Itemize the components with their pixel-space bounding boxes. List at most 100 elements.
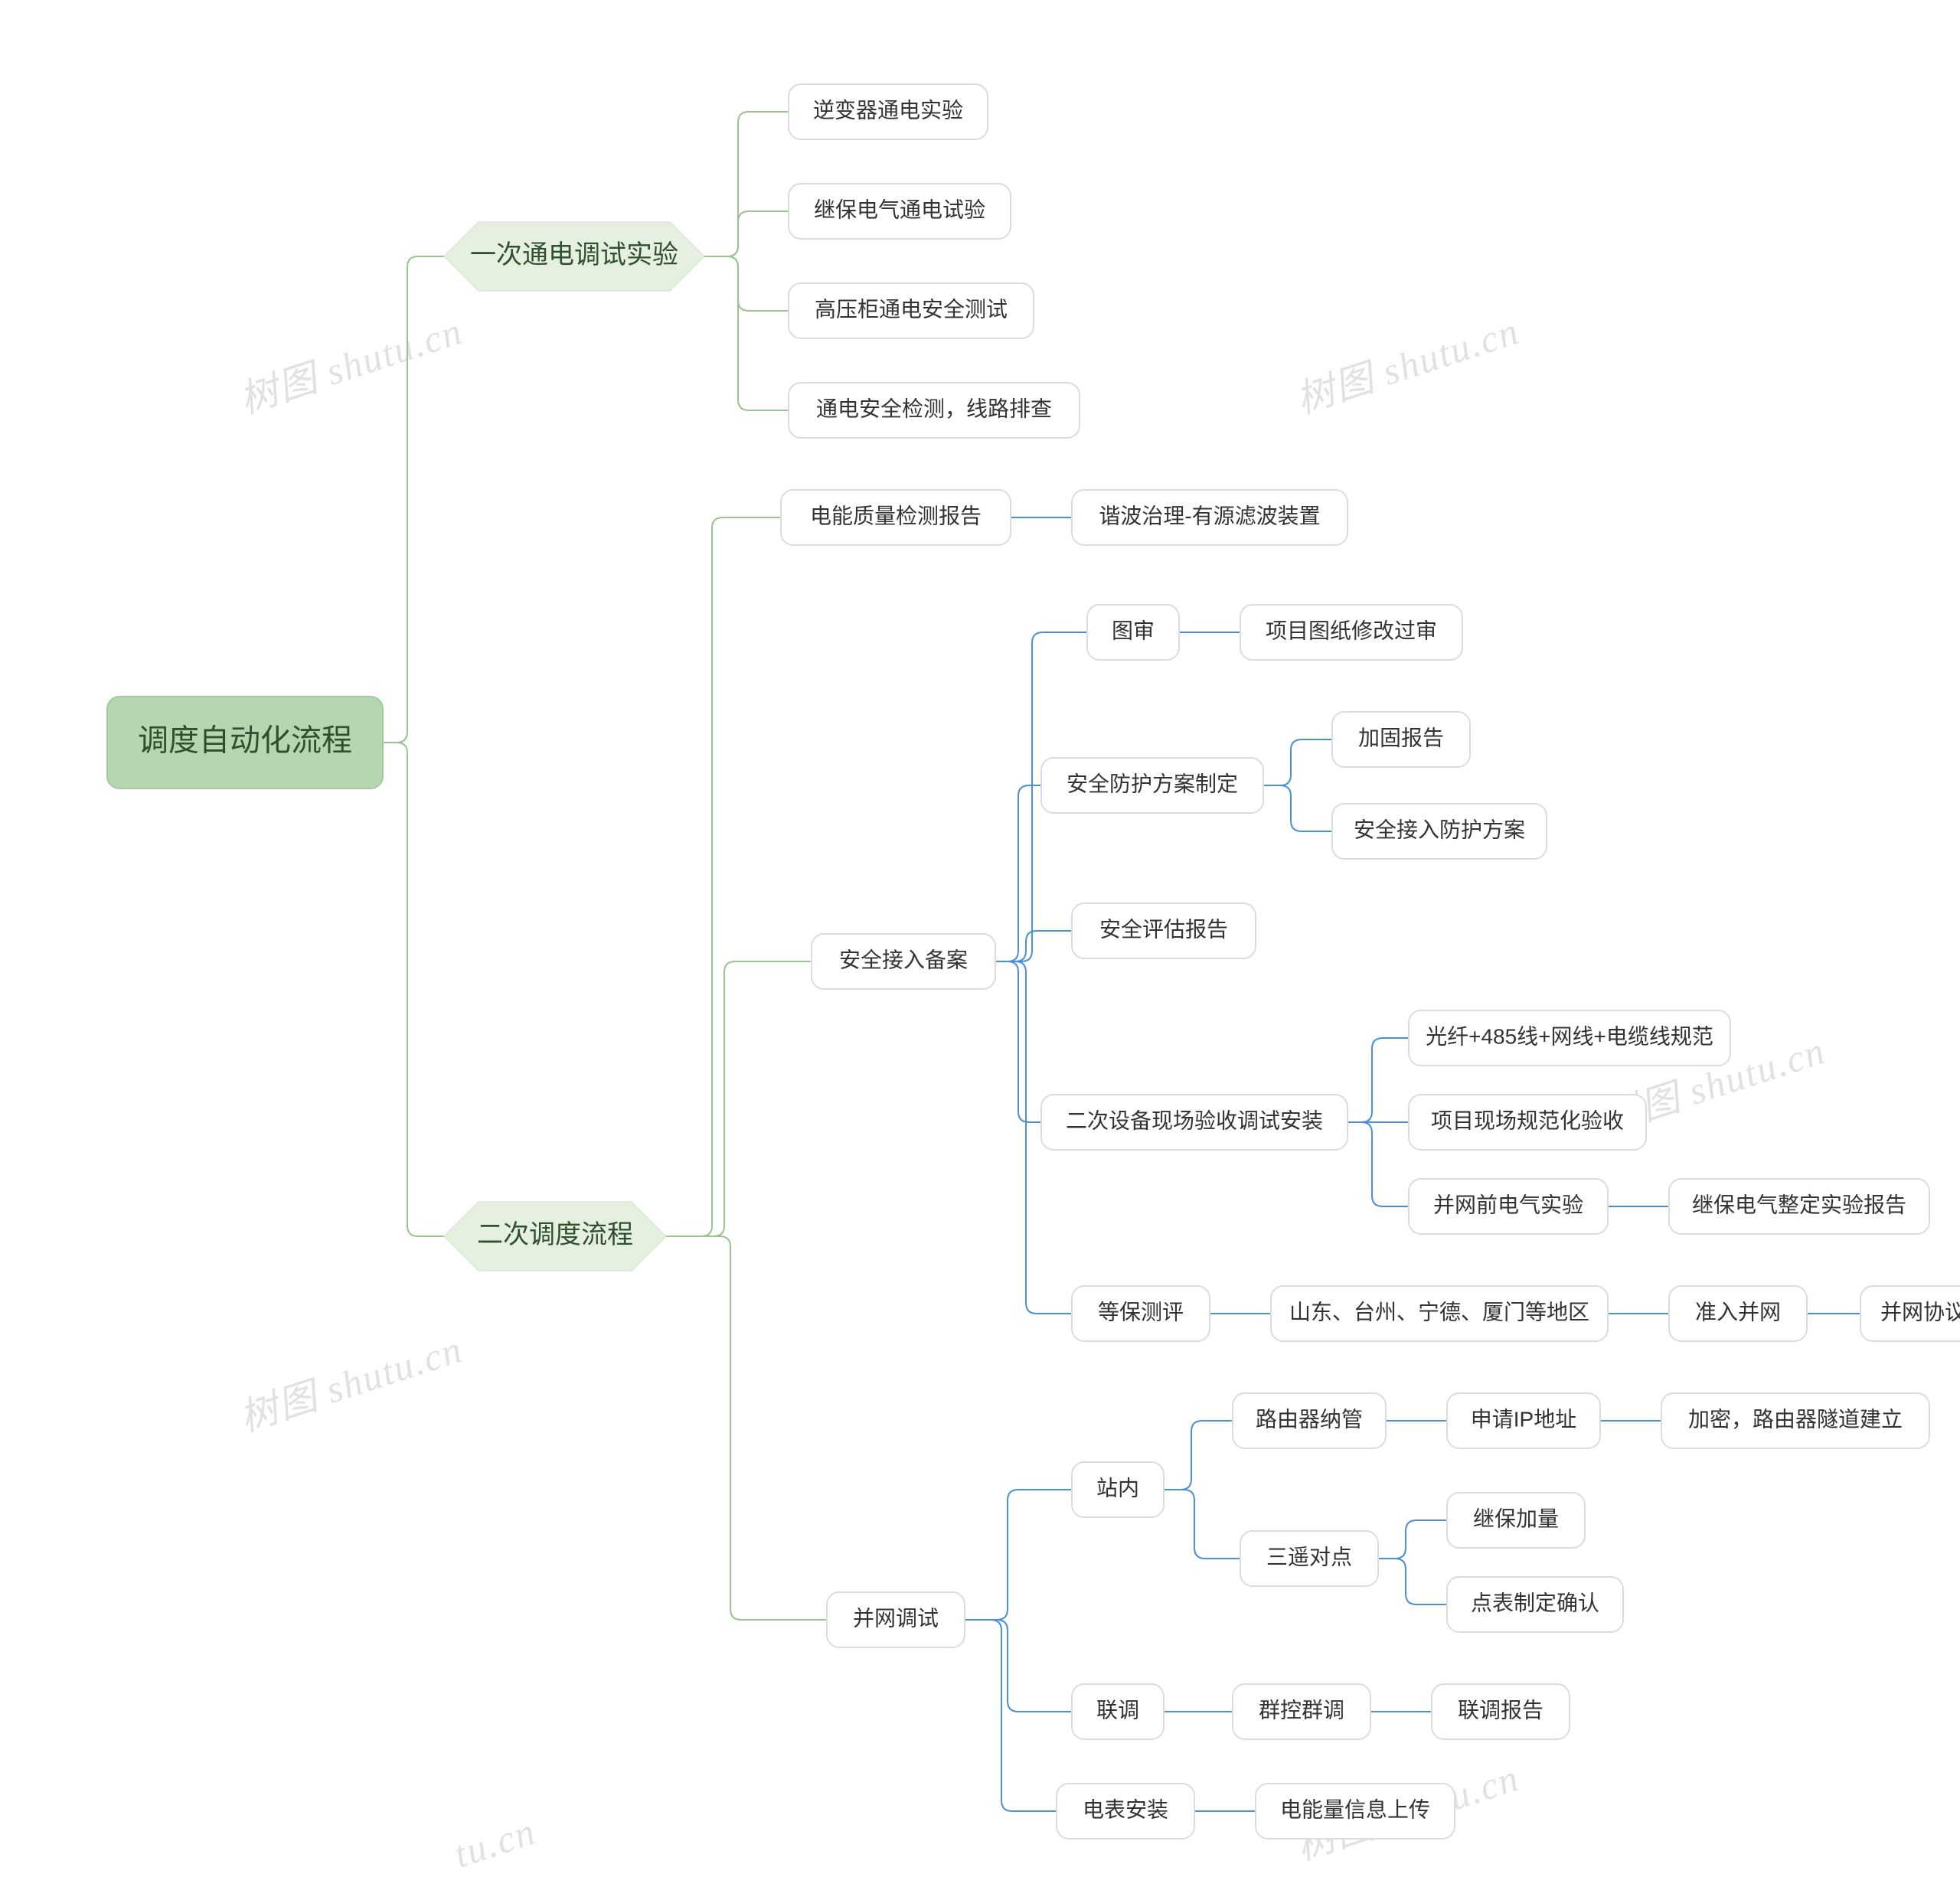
node-n2[interactable]: 二次调度流程 <box>444 1202 666 1271</box>
connector <box>1348 1122 1409 1206</box>
node-n1a[interactable]: 逆变器通电实验 <box>789 84 988 139</box>
connector <box>704 256 789 410</box>
connector <box>383 743 444 1236</box>
node-root[interactable]: 调度自动化流程 <box>107 697 383 788</box>
node-label: 安全接入防护方案 <box>1354 818 1525 841</box>
node-label: 电能质量检测报告 <box>810 504 982 527</box>
node-label: 联调报告 <box>1458 1698 1544 1722</box>
node-n2b5a[interactable]: 山东、台州、宁德、厦门等地区 <box>1271 1286 1608 1341</box>
node-label: 站内 <box>1096 1476 1139 1500</box>
node-label: 三遥对点 <box>1266 1545 1352 1569</box>
node-label: 项目现场规范化验收 <box>1431 1108 1624 1132</box>
node-label: 逆变器通电实验 <box>813 98 963 122</box>
node-n2c2a[interactable]: 群控群调 <box>1233 1684 1370 1739</box>
connector <box>1164 1421 1233 1490</box>
node-n2b2a[interactable]: 加固报告 <box>1332 712 1470 767</box>
node-n2b4c[interactable]: 并网前电气实验 <box>1409 1179 1608 1234</box>
node-n2b4b[interactable]: 项目现场规范化验收 <box>1409 1095 1646 1150</box>
node-label: 继保加量 <box>1473 1506 1559 1530</box>
connector <box>1378 1559 1447 1604</box>
node-n2b5c[interactable]: 并网协议签订 <box>1860 1286 1960 1341</box>
watermark: tu.cn <box>449 1810 541 1876</box>
node-label: 图审 <box>1112 619 1155 642</box>
connector <box>666 961 812 1236</box>
connector <box>995 961 1041 1122</box>
connector <box>965 1490 1072 1620</box>
node-label: 二次设备现场验收调试安装 <box>1066 1108 1323 1132</box>
node-label: 点表制定确认 <box>1471 1591 1599 1614</box>
connector <box>995 785 1041 961</box>
node-label: 群控群调 <box>1259 1698 1344 1722</box>
node-n2b2[interactable]: 安全防护方案制定 <box>1041 758 1263 813</box>
watermark: 树图 shutu.cn <box>234 1327 468 1440</box>
connector <box>704 211 789 256</box>
node-label: 继保电气整定实验报告 <box>1692 1193 1906 1216</box>
node-label: 准入并网 <box>1695 1300 1781 1324</box>
node-label: 申请IP地址 <box>1471 1407 1576 1431</box>
node-n2c1a[interactable]: 路由器纳管 <box>1233 1393 1386 1448</box>
node-n2c1b2[interactable]: 点表制定确认 <box>1447 1577 1623 1632</box>
connector <box>995 931 1072 961</box>
node-n2b1[interactable]: 图审 <box>1087 605 1179 660</box>
node-n2b2b[interactable]: 安全接入防护方案 <box>1332 804 1547 859</box>
node-label: 加固报告 <box>1358 726 1444 749</box>
connector <box>666 1236 827 1620</box>
node-label: 山东、台州、宁德、厦门等地区 <box>1289 1300 1589 1324</box>
connector <box>1263 739 1332 785</box>
node-n2b4a[interactable]: 光纤+485线+网线+电缆线规范 <box>1409 1010 1730 1066</box>
connector <box>704 112 789 256</box>
node-n2c1a2[interactable]: 加密，路由器隧道建立 <box>1661 1393 1929 1448</box>
node-label: 并网前电气实验 <box>1433 1193 1583 1216</box>
node-n2c1[interactable]: 站内 <box>1072 1462 1164 1517</box>
node-n1[interactable]: 一次通电调试实验 <box>444 222 704 291</box>
node-label: 调度自动化流程 <box>138 724 352 758</box>
node-n2a[interactable]: 电能质量检测报告 <box>781 490 1011 545</box>
node-label: 一次通电调试实验 <box>470 240 678 269</box>
node-n2b[interactable]: 安全接入备案 <box>812 934 995 989</box>
node-n2c1b[interactable]: 三遥对点 <box>1240 1531 1378 1586</box>
node-label: 高压柜通电安全测试 <box>815 297 1008 321</box>
connector <box>1348 1038 1409 1122</box>
node-n2b3[interactable]: 安全评估报告 <box>1072 903 1256 958</box>
node-label: 谐波治理-有源滤波装置 <box>1099 504 1320 527</box>
node-label: 安全评估报告 <box>1099 917 1228 941</box>
node-label: 并网调试 <box>853 1606 939 1630</box>
node-label: 安全防护方案制定 <box>1067 772 1238 795</box>
node-label: 通电安全检测，线路排查 <box>816 397 1052 420</box>
connector <box>1263 785 1332 831</box>
node-n2c1a1[interactable]: 申请IP地址 <box>1447 1393 1600 1448</box>
node-label: 电能量信息上传 <box>1280 1797 1430 1821</box>
node-n2b1a[interactable]: 项目图纸修改过审 <box>1240 605 1462 660</box>
node-label: 二次调度流程 <box>477 1220 633 1249</box>
node-n2b5b[interactable]: 准入并网 <box>1669 1286 1807 1341</box>
node-label: 联调 <box>1096 1698 1139 1722</box>
node-label: 安全接入备案 <box>839 948 968 971</box>
node-n2c[interactable]: 并网调试 <box>827 1592 965 1647</box>
node-label: 路由器纳管 <box>1256 1407 1363 1431</box>
node-label: 等保测评 <box>1098 1300 1184 1324</box>
node-n2b4[interactable]: 二次设备现场验收调试安装 <box>1041 1095 1348 1150</box>
connector <box>704 256 789 311</box>
node-n1d[interactable]: 通电安全检测，线路排查 <box>789 383 1080 438</box>
connector <box>965 1620 1057 1811</box>
watermark: 树图 shutu.cn <box>1291 309 1524 422</box>
connector <box>965 1620 1072 1712</box>
node-label: 继保电气通电试验 <box>814 197 985 221</box>
node-label: 项目图纸修改过审 <box>1266 619 1437 642</box>
node-n2c2a1[interactable]: 联调报告 <box>1432 1684 1570 1739</box>
node-n2c3[interactable]: 电表安装 <box>1057 1784 1194 1839</box>
node-n1b[interactable]: 继保电气通电试验 <box>789 184 1011 239</box>
connector <box>1164 1490 1240 1559</box>
node-label: 加密，路由器隧道建立 <box>1688 1407 1903 1431</box>
mindmap-diagram: 树图 shutu.cn树图 shutu.cn树图 shutu.cn树图 shut… <box>0 0 1960 1877</box>
connector <box>1378 1520 1447 1559</box>
node-n2c2[interactable]: 联调 <box>1072 1684 1164 1739</box>
node-n2c3a[interactable]: 电能量信息上传 <box>1256 1784 1455 1839</box>
node-n2c1b1[interactable]: 继保加量 <box>1447 1493 1585 1548</box>
node-label: 并网协议签订 <box>1880 1300 1960 1324</box>
node-n1c[interactable]: 高压柜通电安全测试 <box>789 283 1034 338</box>
node-n2b5[interactable]: 等保测评 <box>1072 1286 1210 1341</box>
node-label: 光纤+485线+网线+电缆线规范 <box>1426 1024 1713 1048</box>
node-n2b4c1[interactable]: 继保电气整定实验报告 <box>1669 1179 1929 1234</box>
node-n2a1[interactable]: 谐波治理-有源滤波装置 <box>1072 490 1348 545</box>
